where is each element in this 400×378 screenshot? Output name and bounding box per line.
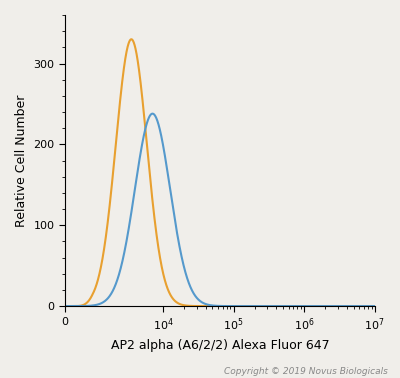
Text: Copyright © 2019 Novus Biologicals: Copyright © 2019 Novus Biologicals	[224, 367, 388, 376]
Y-axis label: Relative Cell Number: Relative Cell Number	[15, 94, 28, 227]
X-axis label: AP2 alpha (A6/2/2) Alexa Fluor 647: AP2 alpha (A6/2/2) Alexa Fluor 647	[111, 339, 329, 352]
